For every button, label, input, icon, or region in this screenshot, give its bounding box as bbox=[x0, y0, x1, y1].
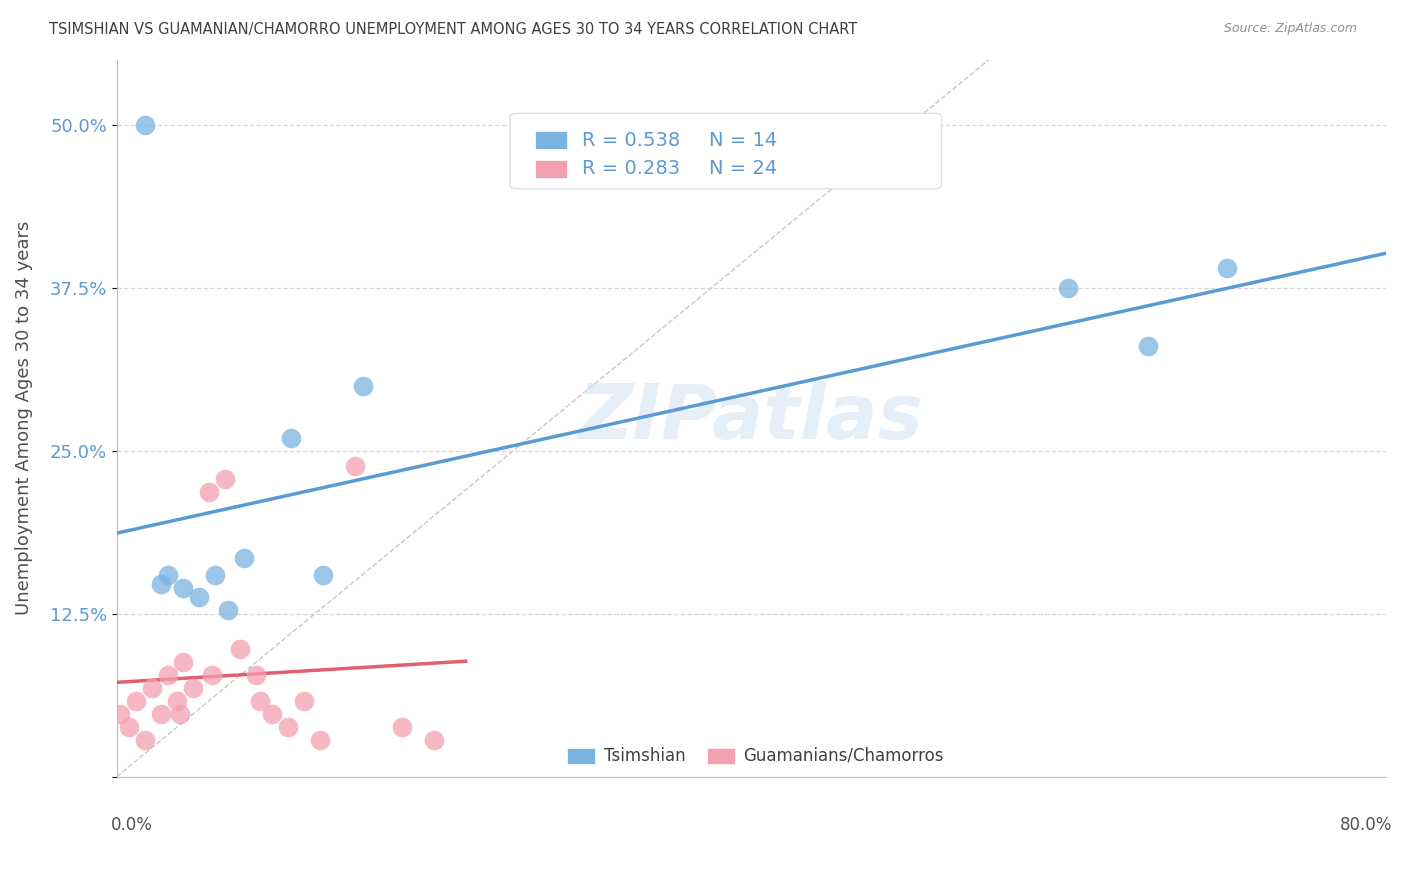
Point bbox=[156, 668, 179, 682]
Point bbox=[308, 733, 330, 747]
Point bbox=[352, 378, 374, 392]
Point bbox=[169, 707, 191, 722]
Point bbox=[181, 681, 204, 695]
Point bbox=[277, 720, 299, 734]
Text: N = 14: N = 14 bbox=[709, 131, 778, 150]
Point bbox=[141, 681, 163, 695]
Point bbox=[1057, 281, 1080, 295]
Point bbox=[280, 431, 302, 445]
Text: R = 0.283: R = 0.283 bbox=[582, 160, 681, 178]
Point bbox=[172, 581, 194, 595]
Text: Tsimshian: Tsimshian bbox=[605, 747, 686, 764]
Point bbox=[197, 485, 219, 500]
Point bbox=[214, 472, 236, 486]
FancyBboxPatch shape bbox=[536, 131, 567, 149]
Point bbox=[232, 550, 254, 565]
Point bbox=[156, 567, 179, 582]
Point bbox=[118, 720, 141, 734]
Y-axis label: Unemployment Among Ages 30 to 34 years: Unemployment Among Ages 30 to 34 years bbox=[15, 221, 32, 615]
Text: Guamanians/Chamorros: Guamanians/Chamorros bbox=[744, 747, 943, 764]
Text: ZIPatlas: ZIPatlas bbox=[578, 381, 924, 455]
FancyBboxPatch shape bbox=[567, 748, 595, 764]
Point bbox=[292, 694, 315, 708]
Point bbox=[391, 720, 413, 734]
Text: TSIMSHIAN VS GUAMANIAN/CHAMORRO UNEMPLOYMENT AMONG AGES 30 TO 34 YEARS CORRELATI: TSIMSHIAN VS GUAMANIAN/CHAMORRO UNEMPLOY… bbox=[49, 22, 858, 37]
Point bbox=[229, 641, 252, 656]
Point bbox=[204, 567, 226, 582]
Text: 80.0%: 80.0% bbox=[1340, 816, 1392, 834]
Point bbox=[245, 668, 267, 682]
Text: N = 24: N = 24 bbox=[709, 160, 778, 178]
FancyBboxPatch shape bbox=[536, 160, 567, 178]
Point bbox=[166, 694, 188, 708]
Text: Source: ZipAtlas.com: Source: ZipAtlas.com bbox=[1223, 22, 1357, 36]
Text: R = 0.538: R = 0.538 bbox=[582, 131, 681, 150]
FancyBboxPatch shape bbox=[707, 748, 735, 764]
Point bbox=[134, 733, 156, 747]
Point bbox=[1136, 339, 1159, 353]
Point bbox=[423, 733, 446, 747]
Point bbox=[1216, 261, 1239, 276]
Point bbox=[125, 694, 148, 708]
Point bbox=[249, 694, 271, 708]
Point bbox=[108, 707, 131, 722]
Point bbox=[262, 707, 284, 722]
Point bbox=[217, 603, 239, 617]
Point bbox=[343, 459, 366, 474]
Point bbox=[188, 590, 211, 604]
Point bbox=[201, 668, 224, 682]
Point bbox=[150, 707, 173, 722]
Text: 0.0%: 0.0% bbox=[111, 816, 152, 834]
Point bbox=[172, 655, 194, 669]
Point bbox=[134, 118, 156, 132]
Point bbox=[150, 576, 173, 591]
Point bbox=[312, 567, 335, 582]
FancyBboxPatch shape bbox=[510, 113, 942, 189]
